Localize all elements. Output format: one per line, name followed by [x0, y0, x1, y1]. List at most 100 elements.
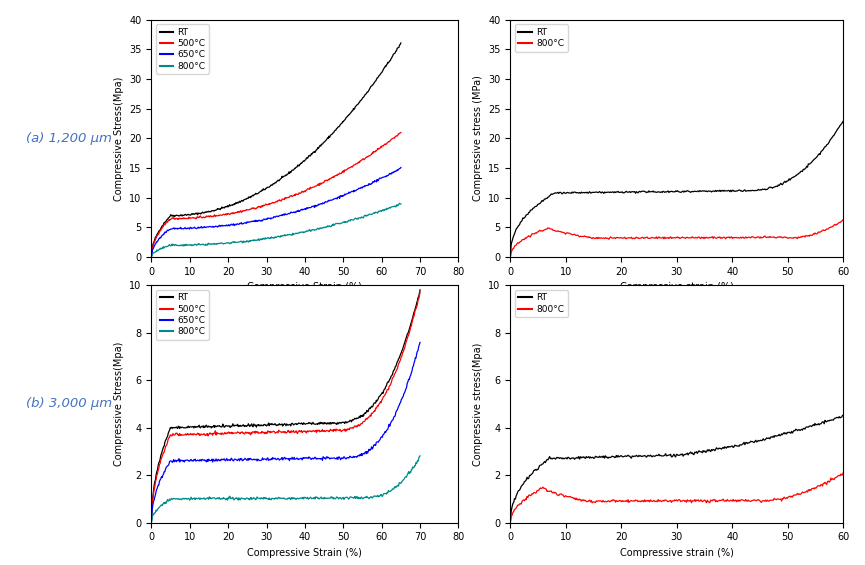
RT [340, 419, 350, 425]
RT [505, 519, 516, 526]
800°C [395, 201, 406, 207]
500°C [326, 174, 336, 181]
800°C [415, 453, 426, 459]
Line: 650°C: 650°C [151, 167, 400, 257]
Y-axis label: Compressive stress(Mpa): Compressive stress(Mpa) [473, 342, 483, 466]
800°C [613, 498, 624, 505]
Legend: RT, 800°C: RT, 800°C [515, 290, 568, 318]
RT [176, 212, 187, 219]
X-axis label: Compressive strain (%): Compressive strain (%) [620, 282, 734, 292]
650°C [315, 456, 325, 463]
RT [146, 519, 157, 526]
800°C [747, 233, 758, 240]
Y-axis label: Compressive Stress(Mpa): Compressive Stress(Mpa) [114, 342, 124, 466]
650°C [146, 519, 157, 526]
Y-axis label: Compressive stress (MPa): Compressive stress (MPa) [472, 76, 483, 201]
500°C [415, 289, 426, 295]
500°C [340, 428, 350, 434]
650°C [146, 254, 157, 260]
Line: 500°C: 500°C [151, 292, 420, 523]
Line: 800°C: 800°C [510, 220, 843, 257]
800°C [747, 497, 758, 504]
RT [326, 131, 336, 138]
650°C [342, 455, 352, 462]
500°C [176, 215, 187, 222]
RT [545, 455, 555, 462]
800°C [340, 494, 350, 501]
X-axis label: Compressive Strain (%): Compressive Strain (%) [247, 548, 362, 558]
650°C [227, 221, 238, 228]
RT [303, 153, 313, 160]
650°C [176, 225, 187, 232]
500°C [234, 429, 244, 436]
650°C [415, 339, 426, 346]
800°C [545, 488, 555, 495]
800°C [146, 254, 157, 260]
500°C [342, 428, 352, 434]
RT [637, 453, 647, 460]
800°C [176, 242, 187, 249]
Line: RT: RT [510, 121, 843, 257]
RT [234, 422, 244, 429]
800°C [545, 225, 555, 232]
RT [714, 445, 725, 452]
RT [747, 438, 758, 445]
800°C [234, 494, 244, 501]
800°C [746, 498, 756, 505]
500°C [227, 210, 238, 216]
RT [505, 254, 516, 260]
Legend: RT, 500°C, 650°C, 800°C: RT, 500°C, 650°C, 800°C [156, 24, 209, 74]
650°C [395, 164, 406, 171]
RT [838, 412, 849, 419]
650°C [340, 455, 350, 462]
Line: RT: RT [151, 43, 400, 257]
800°C [838, 469, 849, 476]
800°C [227, 238, 238, 245]
RT [714, 187, 725, 194]
800°C [613, 234, 624, 241]
500°C [315, 428, 325, 434]
800°C [838, 216, 849, 223]
800°C [303, 227, 313, 234]
650°C [234, 455, 244, 462]
Line: 800°C: 800°C [151, 456, 420, 523]
800°C [328, 222, 338, 229]
RT [746, 188, 756, 194]
Line: 800°C: 800°C [510, 472, 843, 523]
800°C [637, 234, 647, 241]
RT [746, 438, 756, 445]
Text: (b) 3,000 μm: (b) 3,000 μm [26, 397, 112, 411]
500°C [253, 428, 263, 435]
X-axis label: Compressive strain (%): Compressive strain (%) [620, 548, 734, 558]
RT [545, 192, 555, 198]
RT [395, 40, 406, 46]
RT [415, 286, 426, 293]
RT [253, 421, 263, 428]
800°C [326, 223, 336, 230]
800°C [245, 238, 255, 245]
Line: RT: RT [151, 290, 420, 523]
800°C [342, 494, 352, 501]
500°C [245, 206, 255, 212]
650°C [178, 457, 189, 464]
650°C [245, 219, 255, 225]
650°C [303, 205, 313, 211]
Line: 650°C: 650°C [151, 342, 420, 523]
800°C [505, 519, 516, 526]
800°C [146, 519, 157, 526]
800°C [315, 494, 325, 501]
RT [245, 194, 255, 201]
Text: (a) 1,200 μm: (a) 1,200 μm [26, 132, 112, 145]
Legend: RT, 500°C, 650°C, 800°C: RT, 500°C, 650°C, 800°C [156, 290, 209, 340]
500°C [146, 519, 157, 526]
RT [342, 419, 352, 426]
RT [838, 118, 849, 124]
Line: 500°C: 500°C [151, 132, 400, 257]
RT [328, 130, 338, 137]
RT [146, 254, 157, 260]
RT [637, 188, 647, 194]
Legend: RT, 800°C: RT, 800°C [515, 24, 568, 52]
800°C [505, 254, 516, 260]
RT [613, 189, 624, 195]
800°C [178, 495, 189, 502]
